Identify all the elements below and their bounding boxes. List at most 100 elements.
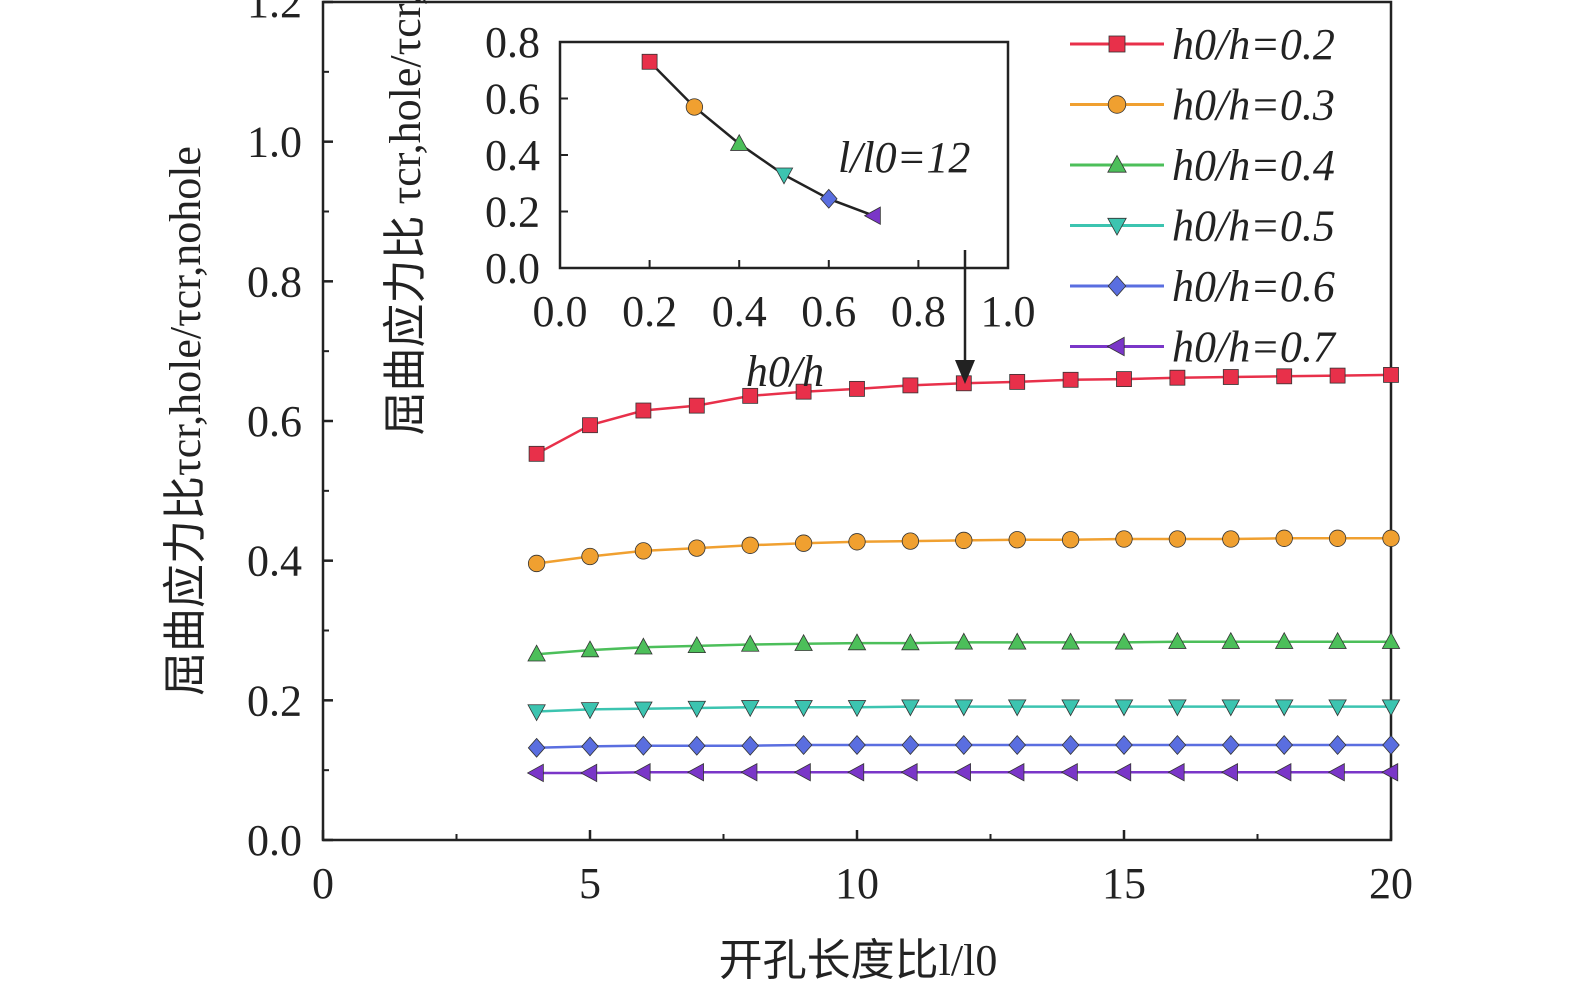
data-point — [527, 554, 546, 573]
data-point — [795, 383, 812, 400]
data-point — [848, 533, 866, 551]
data-point — [528, 445, 545, 462]
data-point — [1168, 530, 1187, 548]
data-point — [688, 397, 705, 414]
data-point — [635, 402, 652, 419]
data-point — [634, 542, 653, 560]
data-point — [1169, 369, 1186, 386]
legend-marker — [1107, 154, 1127, 173]
arrow-head — [955, 360, 975, 384]
data-point — [847, 700, 867, 718]
y-tick-label: 0.0 — [247, 816, 302, 865]
data-point — [1222, 369, 1239, 385]
data-point — [526, 763, 544, 783]
legend-entry: h0/h=0.6 — [1070, 262, 1335, 311]
main-axis-ticks: 0 5 10 15 20 0.0 0.2 0.4 0.6 0.8 1.0 1.2 — [247, 0, 1413, 908]
data-point — [1167, 762, 1185, 782]
chart-legend: h0/h=0.2 h0/h=0.3 h0/h=0.4 h0/h=0.5 h0/h=0.6… — [1070, 20, 1337, 372]
data-point — [1221, 699, 1241, 717]
data-point — [634, 637, 653, 655]
data-point — [901, 699, 920, 717]
data-point — [900, 762, 918, 782]
data-point — [794, 534, 813, 552]
legend-entry: h0/h=0.2 — [1070, 20, 1335, 69]
inset-data-point — [774, 167, 794, 185]
data-point — [688, 539, 706, 557]
data-point — [1061, 699, 1080, 717]
data-point — [1381, 762, 1399, 782]
data-point — [742, 387, 759, 404]
inset-series-line — [648, 60, 875, 217]
data-point — [633, 762, 651, 782]
legend-marker — [1107, 95, 1127, 114]
data-point — [847, 762, 865, 782]
data-point — [1381, 699, 1401, 717]
data-point — [1383, 367, 1399, 383]
inset-data-point — [729, 133, 749, 151]
data-point — [1222, 530, 1240, 548]
y-tick-label: 0.8 — [247, 257, 302, 306]
data-point — [901, 532, 920, 550]
series-5 — [527, 735, 1400, 758]
x-tick-label: 10 — [835, 859, 879, 908]
data-point — [955, 735, 973, 756]
data-point — [1008, 531, 1026, 549]
data-point — [1275, 735, 1293, 756]
data-point — [1168, 735, 1187, 756]
data-point — [901, 633, 920, 651]
data-point — [1329, 367, 1346, 384]
y-tick-label: 1.0 — [247, 118, 302, 167]
data-point — [580, 763, 598, 783]
inset-data-point — [863, 206, 881, 226]
data-point — [1115, 530, 1133, 548]
data-point — [581, 736, 599, 757]
data-point — [1114, 632, 1134, 650]
legend-entry: h0/h=0.5 — [1070, 202, 1335, 251]
inset-y-tick-label: 0.8 — [485, 18, 540, 67]
data-point — [954, 699, 974, 717]
data-point — [953, 762, 971, 782]
data-point — [848, 735, 866, 756]
inset-x-tick-label: 0.0 — [533, 287, 588, 336]
data-point — [1327, 762, 1345, 782]
data-point — [1114, 699, 1134, 717]
y-tick-label: 1.2 — [247, 0, 302, 27]
legend-label: h0/h=0.3 — [1172, 81, 1335, 130]
x-tick-label: 20 — [1369, 859, 1413, 908]
data-point — [1115, 735, 1133, 756]
inset-axis-ticks: 0.0 0.2 0.4 0.6 0.8 1.0 0.0 0.2 0.4 0.6 0.8 — [485, 18, 1036, 336]
y-tick-label: 0.6 — [247, 397, 302, 446]
inset-x-tick-label: 0.4 — [712, 287, 767, 336]
data-point — [686, 762, 704, 782]
inset-plot-area — [558, 40, 1010, 270]
inset-y-tick-label: 0.6 — [485, 75, 540, 124]
inset-pointer-arrow — [955, 250, 975, 384]
x-axis-label: 开孔长度比l/l0 — [719, 936, 998, 985]
data-point — [1061, 735, 1080, 756]
data-point — [901, 735, 920, 756]
legend-entry: h0/h=0.7 — [1070, 323, 1337, 372]
series-2 — [527, 529, 1400, 573]
inset-y-tick-label: 0.0 — [485, 244, 540, 293]
data-point — [794, 633, 813, 651]
y-tick-label: 0.2 — [247, 676, 302, 725]
legend-marker — [1107, 217, 1127, 236]
data-point — [1061, 632, 1080, 650]
data-point — [1274, 699, 1294, 717]
legend-marker — [1107, 275, 1127, 297]
legend-entry: h0/h=0.4 — [1070, 141, 1335, 190]
inset-y-tick-label: 0.2 — [485, 188, 540, 237]
data-point — [1328, 699, 1347, 717]
data-point — [1328, 735, 1347, 756]
legend-label: h0/h=0.6 — [1172, 262, 1335, 311]
legend-entry: h0/h=0.3 — [1070, 81, 1335, 130]
data-point — [1274, 631, 1294, 649]
data-point — [1168, 631, 1187, 649]
data-point — [741, 536, 759, 554]
data-point — [1116, 371, 1132, 388]
series-4 — [527, 699, 1401, 722]
data-point — [1168, 699, 1187, 717]
data-point — [741, 735, 759, 756]
legend-label: h0/h=0.4 — [1172, 141, 1335, 190]
